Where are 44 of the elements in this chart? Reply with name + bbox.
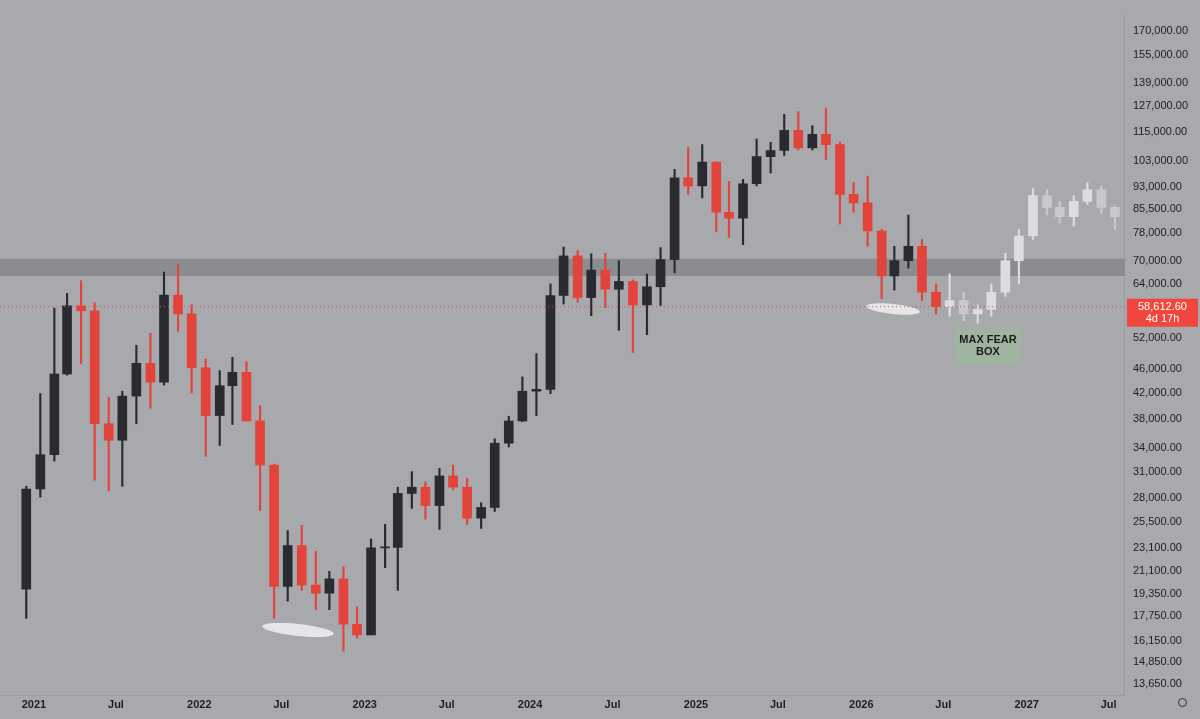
y-tick-label: 31,000.00 — [1132, 464, 1182, 477]
y-tick-label: 23,100.00 — [1132, 540, 1182, 553]
x-tick-label: 2022 — [187, 698, 212, 711]
x-tick-label: Jul — [108, 698, 124, 711]
x-tick-label: 2027 — [1014, 698, 1039, 711]
x-tick-label: 2021 — [21, 698, 47, 711]
x-tick-label: Jul — [1100, 698, 1117, 711]
ref-line-label: 58,612.60 — [1138, 299, 1187, 312]
y-tick-label: 127,000.00 — [1132, 99, 1189, 112]
y-tick-label: 17,750.00 — [1132, 609, 1182, 622]
y-tick-label: 78,000.00 — [1132, 225, 1182, 238]
y-tick-label: 13,650.00 — [1132, 677, 1182, 690]
y-tick-label: 16,150.00 — [1132, 633, 1182, 646]
y-tick-label: 70,000.00 — [1132, 253, 1182, 266]
annotation: MAX FEAR BOX — [959, 333, 1017, 358]
y-tick-label: 170,000.00 — [1132, 23, 1189, 36]
x-tick-label: Jul — [438, 698, 455, 711]
y-tick-label: 21,100.00 — [1132, 564, 1182, 577]
y-tick-label: 115,000.00 — [1132, 125, 1188, 138]
y-tick-label: 52,000.00 — [1132, 330, 1182, 343]
y-tick-label: 34,000.00 — [1132, 440, 1182, 453]
y-tick-label: 64,000.00 — [1132, 276, 1182, 289]
y-tick-label: 103,000.00 — [1132, 153, 1189, 166]
y-tick-label: 139,000.00 — [1132, 76, 1189, 89]
x-tick-label: 2024 — [517, 698, 544, 711]
x-tick-label: 2023 — [352, 698, 377, 711]
text: 4d 17h — [1145, 311, 1180, 324]
x-tick-label: 2025 — [683, 698, 709, 711]
y-tick-label: 85,500.00 — [1132, 201, 1182, 214]
y-tick-label: 38,000.00 — [1132, 411, 1182, 424]
x-tick-label: 2026 — [849, 698, 874, 711]
x-tick-label: Jul — [769, 698, 786, 711]
candlestick — [848, 182, 859, 213]
x-tick-label: Jul — [935, 698, 952, 711]
y-tick-label: 14,850.00 — [1132, 655, 1182, 668]
y-tick-label: 155,000.00 — [1132, 47, 1189, 60]
y-tick-label: 28,000.00 — [1132, 491, 1182, 504]
x-tick-label: Jul — [273, 698, 290, 711]
y-tick-label: 42,000.00 — [1132, 386, 1182, 399]
x-tick-label: Jul — [604, 698, 621, 711]
y-tick-label: 93,000.00 — [1132, 180, 1182, 193]
y-tick-label: 25,500.00 — [1132, 515, 1182, 528]
y-tick-label: 19,350.00 — [1132, 586, 1182, 599]
y-tick-label: 46,000.00 — [1132, 362, 1182, 375]
